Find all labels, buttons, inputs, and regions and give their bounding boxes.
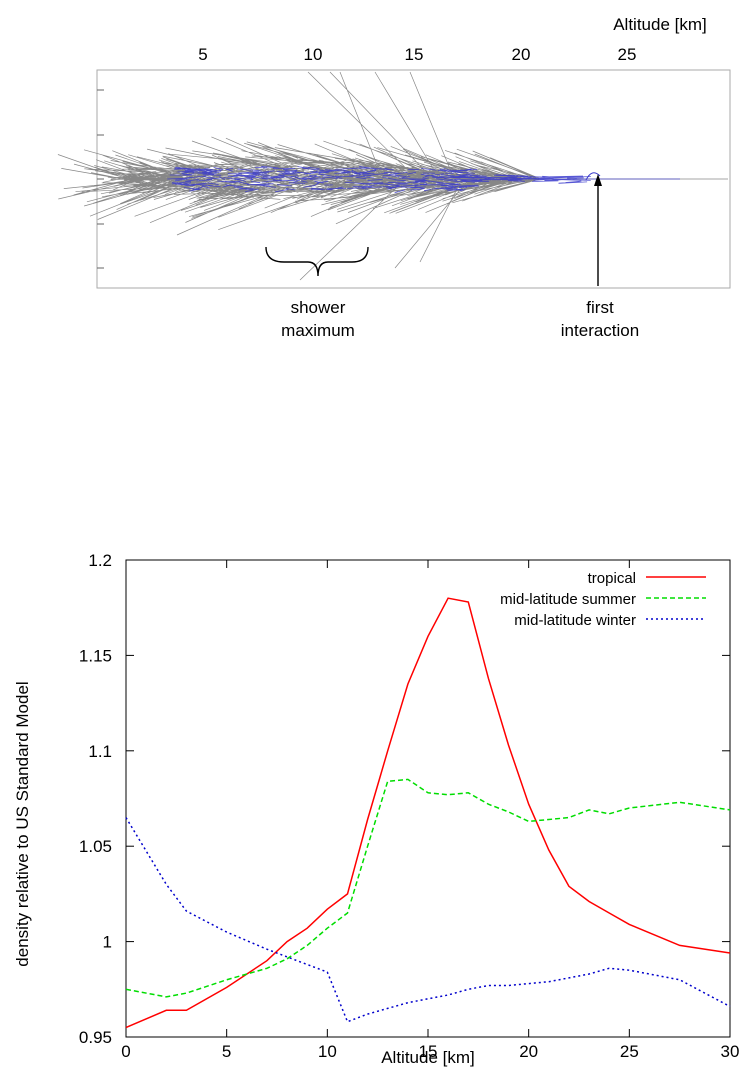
shower-tick-label: 5 — [198, 45, 207, 64]
y-axis-label: density relative to US Standard Model — [13, 681, 32, 966]
shower-left-ticks — [97, 89, 104, 269]
legend-label: mid-latitude summer — [500, 591, 636, 608]
chart-legend: tropical mid-latitude summer mid-latitude … — [500, 570, 706, 629]
shower-tick-labels: 5 10 15 20 25 — [198, 45, 636, 64]
y-tick-label: 1 — [103, 933, 112, 952]
series-line-mid-latitude-winter — [125, 817, 731, 1023]
hadronic-tracks — [57, 71, 728, 281]
x-tick-label: 15 — [419, 1042, 438, 1061]
x-tick-label: 20 — [519, 1042, 538, 1061]
x-tick-label: 5 — [222, 1042, 231, 1061]
shower-tick-label: 25 — [618, 45, 637, 64]
chart-ticks: 0 5 10 15 20 25 30 0.95 1 1.05 1.1 1.15 1.2 — [79, 551, 740, 1061]
y-tick-label: 0.95 — [79, 1028, 112, 1047]
x-tick-label: 0 — [121, 1042, 130, 1061]
shower-tick-label: 15 — [405, 45, 424, 64]
x-tick-label: 10 — [318, 1042, 337, 1061]
em-tracks — [167, 165, 680, 194]
y-tick-label: 1.1 — [88, 742, 112, 761]
plot-frame — [125, 559, 731, 1038]
first-interaction-vertex — [585, 172, 601, 181]
shower-panel: Altitude [km] 5 10 15 20 25 shower maximum f… — [57, 15, 731, 340]
x-axis-label: Altitude [km] — [381, 1048, 475, 1067]
shower-tick-label: 10 — [304, 45, 323, 64]
first-interaction-label-1: first — [586, 298, 614, 317]
legend-label: tropical — [588, 570, 636, 587]
series-line-mid-latitude-summer — [125, 778, 731, 998]
y-tick-label: 1.05 — [79, 837, 112, 856]
first-interaction-arrowhead — [594, 174, 602, 186]
x-tick-label: 25 — [620, 1042, 639, 1061]
shower-maximum-label-1: shower — [291, 298, 346, 317]
density-chart: 0 5 10 15 20 25 30 0.95 1 1.05 1.1 1.15 1.2 tropical… — [13, 551, 740, 1067]
first-interaction-label-2: interaction — [561, 321, 639, 340]
shower-maximum-label-2: maximum — [281, 321, 355, 340]
chart-series — [125, 597, 731, 1029]
x-tick-label: 30 — [721, 1042, 740, 1061]
shower-tracks — [57, 71, 728, 281]
y-tick-label: 1.15 — [79, 646, 112, 665]
shower-tick-label: 20 — [512, 45, 531, 64]
y-tick-label: 1.2 — [88, 551, 112, 570]
legend-label: mid-latitude winter — [514, 612, 636, 629]
shower-axis-label: Altitude [km] — [613, 15, 707, 34]
chart-axes — [125, 559, 731, 1038]
series-line-tropical — [125, 597, 731, 1029]
shower-maximum-brace — [265, 246, 369, 277]
